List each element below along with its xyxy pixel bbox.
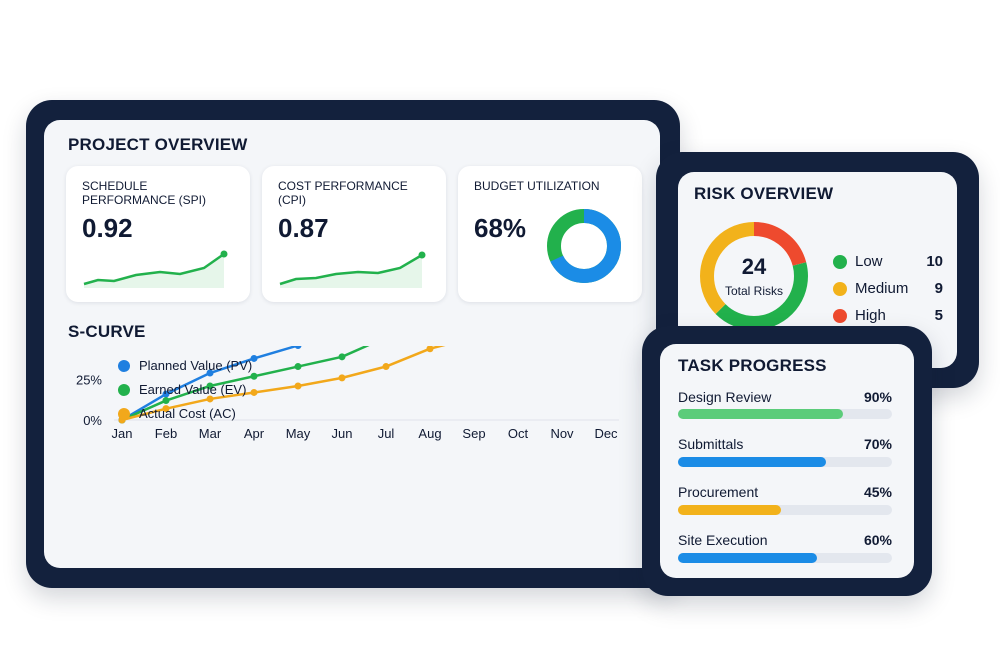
task-fill-site-execution xyxy=(678,553,818,563)
data-point-ev xyxy=(162,397,170,405)
risk-medium-label: Medium xyxy=(855,280,909,297)
legend-pv-label: Planned Value (PV) xyxy=(139,358,253,373)
budget-value: 68% xyxy=(474,213,527,243)
cpi-value: 0.87 xyxy=(278,213,329,243)
risk-high-label: High xyxy=(855,307,886,324)
budget-card[interactable]: BUDGET UTILIZATION 68% xyxy=(458,166,642,302)
low-dot xyxy=(833,255,847,269)
y-tick-label: 25% xyxy=(76,373,102,388)
legend-pv: Planned Value (PV) xyxy=(118,358,252,373)
task-pct-submittals: 70% xyxy=(863,436,892,452)
medium-dot xyxy=(833,282,847,296)
risk-total-label: Total Risks xyxy=(725,284,783,298)
budget-donut xyxy=(547,209,621,283)
task-fill-procurement xyxy=(678,505,781,515)
series-line-ac xyxy=(121,346,446,422)
x-tick-label: Feb xyxy=(155,426,177,441)
task-progress-device: TASK PROGRESS Design Review 90% Submitta… xyxy=(642,326,932,596)
x-tick-label: Dec xyxy=(594,426,618,441)
cpi-label: COST PERFORMANCE (CPI) xyxy=(278,179,408,207)
series-line-pv xyxy=(121,346,301,422)
cpi-card[interactable]: COST PERFORMANCE (CPI) 0.87 xyxy=(262,166,446,302)
ev-legend-dot xyxy=(118,383,130,396)
series-line-ev xyxy=(121,346,370,422)
task-label-submittals: Submittals xyxy=(678,436,744,452)
data-point-ac xyxy=(162,405,170,413)
spi-card[interactable]: SCHEDULE PERFORMANCE (SPI) 0.92 xyxy=(66,166,250,302)
data-point-ac xyxy=(426,346,434,353)
data-point-ac xyxy=(382,363,390,371)
data-point-ac xyxy=(206,395,214,403)
x-tick-label: Mar xyxy=(199,426,222,441)
s-curve-title: S-CURVE xyxy=(68,322,146,341)
data-point-ac xyxy=(338,374,346,382)
task-progress-title: TASK PROGRESS xyxy=(678,356,827,375)
risk-row-high[interactable]: High 5 xyxy=(833,307,943,325)
project-overview-title: PROJECT OVERVIEW xyxy=(68,135,248,154)
project-overview-device: PROJECT OVERVIEW SCHEDULE PERFORMANCE (S… xyxy=(26,100,680,588)
data-point-ev xyxy=(338,353,346,361)
budget-label: BUDGET UTILIZATION xyxy=(474,179,600,193)
x-tick-label: Aug xyxy=(418,426,441,441)
task-bar-design-review xyxy=(678,409,892,419)
cpi-sparkline xyxy=(279,251,426,288)
x-tick-label: Nov xyxy=(550,426,574,441)
data-point-ev xyxy=(206,382,214,390)
s-curve-chart: 0%25%50%75%100%JanFebMarAprMayJunJulAugS… xyxy=(76,346,619,441)
x-tick-label: Jun xyxy=(332,426,353,441)
data-point-pv xyxy=(294,346,302,349)
risk-row-low[interactable]: Low 10 xyxy=(833,253,943,271)
task-pct-site-execution: 60% xyxy=(863,532,892,548)
task-pct-procurement: 45% xyxy=(863,484,892,500)
task-fill-design-review xyxy=(678,409,843,419)
risk-overview-title: RISK OVERVIEW xyxy=(694,184,834,203)
task-pct-design-review: 90% xyxy=(863,389,892,405)
y-tick-label: 50% xyxy=(76,346,102,347)
risk-row-medium[interactable]: Medium 9 xyxy=(833,280,943,298)
data-point-pv xyxy=(162,390,170,398)
x-tick-label: Jul xyxy=(378,426,395,441)
ac-legend-dot xyxy=(118,407,130,420)
legend-ac-label: Actual Cost (AC) xyxy=(139,406,236,421)
data-point-ev xyxy=(250,372,258,380)
y-tick-label: 0% xyxy=(83,413,102,428)
spi-value: 0.92 xyxy=(82,213,133,243)
spi-label: SCHEDULE PERFORMANCE (SPI) xyxy=(82,179,207,207)
task-bar-procurement xyxy=(678,505,892,515)
data-point-pv xyxy=(206,369,214,377)
task-bar-submittals xyxy=(678,457,892,467)
risk-high-count: 5 xyxy=(934,307,943,324)
legend-ev-label: Earned Value (EV) xyxy=(139,382,247,397)
project-overview-screen: PROJECT OVERVIEW SCHEDULE PERFORMANCE (S… xyxy=(44,120,660,568)
pv-legend-dot xyxy=(118,359,130,372)
risk-medium-count: 9 xyxy=(934,280,943,297)
x-tick-label: Apr xyxy=(244,426,265,441)
risk-arc-low[interactable] xyxy=(700,222,808,330)
task-label-procurement: Procurement xyxy=(678,484,759,500)
task-label-site-execution: Site Execution xyxy=(678,532,768,548)
data-point-ac xyxy=(250,388,258,396)
task-fill-submittals xyxy=(678,457,826,467)
x-tick-label: Jan xyxy=(112,426,133,441)
data-point-ev xyxy=(294,363,302,371)
spi-sparkline xyxy=(83,250,228,288)
legend-ev: Earned Value (EV) xyxy=(118,382,246,397)
risk-donut[interactable]: 24 Total Risks xyxy=(694,216,814,336)
task-label-design-review: Design Review xyxy=(678,389,772,405)
legend-ac: Actual Cost (AC) xyxy=(118,406,236,421)
data-point-ac xyxy=(294,382,302,390)
risk-low-label: Low xyxy=(855,253,883,270)
task-progress-screen: TASK PROGRESS Design Review 90% Submitta… xyxy=(660,344,914,578)
x-tick-label: Oct xyxy=(508,426,529,441)
risk-low-count: 10 xyxy=(926,253,943,270)
data-point-pv xyxy=(250,354,258,362)
x-tick-label: Sep xyxy=(462,426,485,441)
high-dot xyxy=(833,309,847,323)
risk-arc-medium[interactable] xyxy=(700,222,808,330)
task-bar-site-execution xyxy=(678,553,892,563)
x-tick-label: May xyxy=(286,426,311,441)
risk-total: 24 xyxy=(742,254,767,279)
